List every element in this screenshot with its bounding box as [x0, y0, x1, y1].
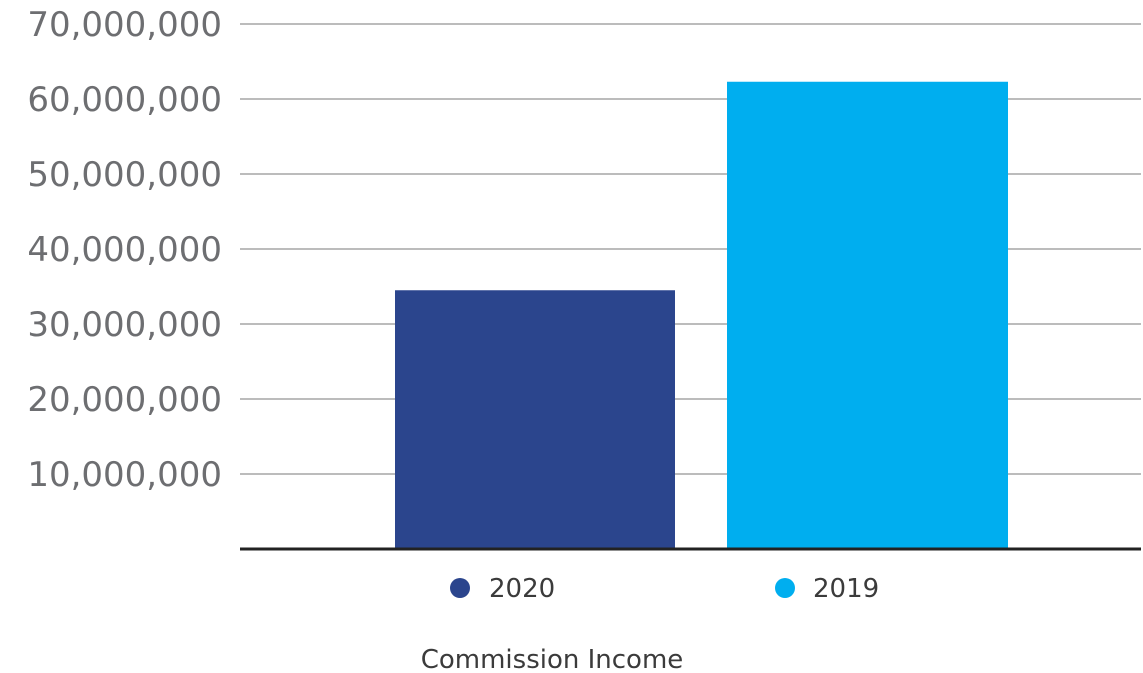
bar-2019 — [727, 81, 1008, 549]
y-axis-tick-labels: 10,000,000 20,000,000 30,000,000 40,000,000… — [27, 5, 222, 495]
y-tick-label: 70,000,000 — [27, 5, 222, 45]
y-tick-label: 40,000,000 — [27, 230, 222, 270]
gridlines — [240, 23, 1141, 475]
legend-label-2020: 2020 — [489, 574, 555, 604]
bar-2020 — [395, 290, 675, 549]
y-tick-label: 10,000,000 — [27, 455, 222, 495]
x-axis-label: Commission Income — [421, 645, 684, 673]
y-tick-label: 60,000,000 — [27, 80, 222, 120]
legend-label-2019: 2019 — [813, 574, 879, 604]
bars — [395, 81, 1008, 549]
y-tick-label: 20,000,000 — [27, 380, 222, 420]
y-tick-label: 30,000,000 — [27, 305, 222, 345]
legend-marker-2020 — [450, 578, 470, 598]
y-tick-label: 50,000,000 — [27, 155, 222, 195]
legend: 2020 2019 — [450, 574, 879, 604]
legend-marker-2019 — [775, 578, 795, 598]
